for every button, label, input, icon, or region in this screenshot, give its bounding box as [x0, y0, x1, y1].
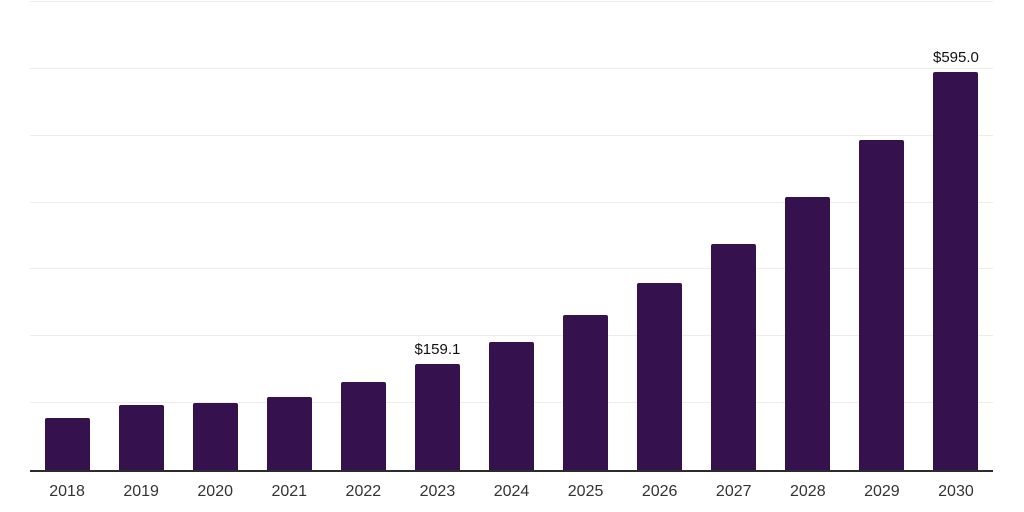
bar-2022 — [340, 382, 386, 470]
x-tick-2024: 2024 — [493, 483, 530, 500]
gridline-600 — [30, 67, 993, 69]
bar-2023 — [414, 363, 460, 470]
bar-2018 — [44, 418, 90, 470]
value-label-2030: $595.0 — [933, 49, 979, 67]
x-axis-line — [30, 470, 993, 472]
x-tick-2026: 2026 — [641, 483, 678, 500]
x-tick-2028: 2028 — [790, 483, 826, 500]
x-tick-2030: 2030 — [938, 483, 974, 500]
gridline-700 — [30, 1, 993, 2]
bar-2024 — [489, 341, 534, 470]
plot-area: $159.1 $595.0 — [30, 1, 993, 472]
bar-2021 — [266, 397, 312, 470]
x-tick-2025: 2025 — [567, 483, 604, 500]
bar-2019 — [118, 405, 164, 470]
x-tick-2029: 2029 — [864, 483, 900, 500]
bar-2025 — [563, 314, 609, 470]
gridline-500 — [30, 134, 993, 136]
gridline-400 — [30, 201, 993, 203]
x-tick-2027: 2027 — [715, 483, 752, 500]
bar-2028 — [785, 196, 831, 470]
bar-2030 — [933, 72, 979, 470]
bar-2029 — [859, 140, 905, 470]
gridline-300 — [30, 268, 993, 270]
x-tick-2023: 2023 — [419, 483, 456, 500]
bar-2020 — [192, 403, 238, 470]
x-tick-2018: 2018 — [49, 483, 85, 500]
bar-2027 — [711, 243, 757, 470]
value-label-2023: $159.1 — [414, 340, 461, 358]
bar-2026 — [637, 282, 683, 470]
x-tick-2020: 2020 — [197, 483, 233, 500]
x-tick-2022: 2022 — [345, 483, 382, 500]
x-tick-2021: 2021 — [271, 483, 308, 500]
x-axis-tick-labels: 2018 2019 2020 2021 2022 2023 2024 2025 2026 2027… — [30, 482, 993, 504]
x-tick-2019: 2019 — [123, 483, 159, 500]
gridline-200 — [30, 335, 993, 337]
